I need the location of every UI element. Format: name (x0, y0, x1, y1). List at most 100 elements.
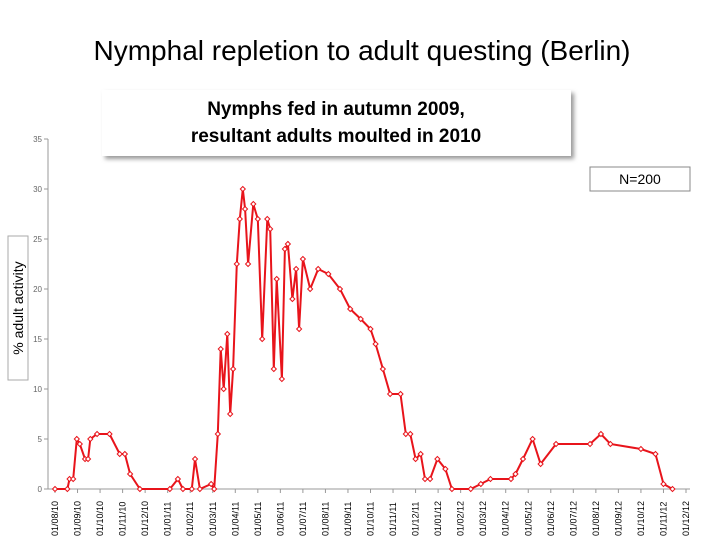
x-tick-label: 01/09/11 (343, 502, 353, 536)
y-tick-label: 25 (33, 235, 42, 244)
data-point (421, 475, 429, 483)
data-point (397, 390, 404, 398)
x-tick-label: 01/10/11 (366, 502, 376, 536)
x-tick-label: 01/12/11 (411, 502, 421, 536)
chart-title: Nymphal repletion to adult questing (Ber… (94, 35, 631, 66)
box-line: Nymphs fed in autumn 2009, (207, 99, 465, 120)
data-point (239, 185, 247, 193)
data-point (229, 365, 237, 373)
x-tick-label: 01/10/12 (636, 501, 646, 536)
data-point (660, 480, 667, 488)
data-point (179, 485, 187, 493)
x-tick-label: 01/07/11 (298, 502, 308, 536)
data-point (448, 485, 456, 493)
x-tick-label: 01/09/10 (73, 501, 83, 536)
data-point (126, 470, 134, 478)
y-tick-label: 15 (33, 335, 42, 344)
data-point (250, 200, 257, 208)
annotation: N=200 (619, 171, 661, 187)
data-point (597, 430, 605, 438)
data-line (55, 188, 673, 493)
data-point (217, 345, 224, 353)
data-point (512, 470, 519, 478)
data-point (284, 240, 292, 248)
x-tick-label: 01/07/12 (568, 501, 578, 536)
y-tick-label: 10 (33, 385, 42, 394)
data-point (210, 485, 218, 493)
data-point (402, 430, 410, 438)
x-tick-label: 01/02/11 (185, 502, 195, 536)
data-point (552, 440, 560, 448)
x-tick-label: 01/01/12 (433, 501, 443, 536)
data-point (507, 475, 515, 483)
data-point (116, 450, 123, 458)
x-tick-label: 01/11/12 (658, 502, 668, 536)
x-tick-label: 01/04/11 (230, 502, 240, 536)
y-tick-label: 5 (38, 435, 43, 444)
data-point (106, 430, 113, 438)
x-tick-label: 01/08/11 (320, 502, 330, 536)
x-tick-label: 01/11/11 (388, 502, 398, 536)
data-point (281, 245, 289, 253)
x-tick-label: 01/10/10 (95, 501, 105, 536)
data-point (266, 225, 274, 233)
data-point (188, 485, 196, 493)
y-tick-label: 20 (33, 285, 42, 294)
data-point (93, 430, 101, 438)
data-point (174, 475, 182, 483)
data-point (357, 315, 364, 323)
data-point (254, 215, 262, 223)
x-tick-label: 01/12/12 (681, 501, 691, 536)
data-point (412, 455, 419, 463)
data-point (166, 485, 174, 493)
data-point (244, 260, 252, 268)
data-point (386, 390, 394, 398)
data-point (467, 485, 474, 493)
data-point (220, 385, 227, 393)
data-point (69, 475, 77, 483)
y-label-box (7, 235, 29, 381)
data-point (87, 435, 94, 443)
data-point (207, 480, 215, 488)
x-tick-label: 01/02/12 (456, 501, 466, 536)
y-axis-label: % adult activity (10, 261, 26, 354)
y-tick-label: 30 (33, 185, 42, 194)
x-tick-label: 01/12/10 (140, 501, 150, 536)
x-tick-label: 01/01/11 (163, 502, 173, 536)
data-point (214, 430, 222, 438)
x-tick-label: 01/03/11 (208, 502, 218, 536)
x-tick-label: 01/11/10 (118, 502, 128, 536)
x-tick-label: 01/06/12 (546, 501, 556, 536)
data-point (586, 440, 594, 448)
data-point (669, 485, 676, 493)
data-point (121, 450, 129, 458)
data-point (519, 455, 527, 463)
data-point (336, 285, 344, 293)
data-point (241, 205, 249, 213)
data-point (295, 325, 303, 333)
data-point (64, 485, 71, 493)
data-point (477, 480, 485, 488)
x-tick-label: 01/08/12 (591, 501, 601, 536)
data-point (379, 365, 387, 373)
data-point (73, 435, 81, 443)
data-point (407, 430, 414, 438)
data-point (224, 330, 231, 338)
data-point (84, 455, 92, 463)
data-point (226, 410, 234, 418)
x-tick-label: 01/08/10 (50, 501, 60, 536)
x-tick-label: 01/05/11 (253, 502, 263, 536)
data-point (637, 445, 645, 453)
info-box (102, 90, 571, 156)
data-point (278, 375, 286, 383)
data-point (51, 485, 59, 493)
data-point (537, 460, 544, 468)
x-tick-label: 01/03/12 (478, 501, 488, 536)
y-tick-label: 35 (33, 135, 42, 144)
data-point (76, 440, 83, 448)
data-point (273, 275, 280, 283)
data-point (372, 340, 379, 348)
data-point (306, 285, 314, 293)
